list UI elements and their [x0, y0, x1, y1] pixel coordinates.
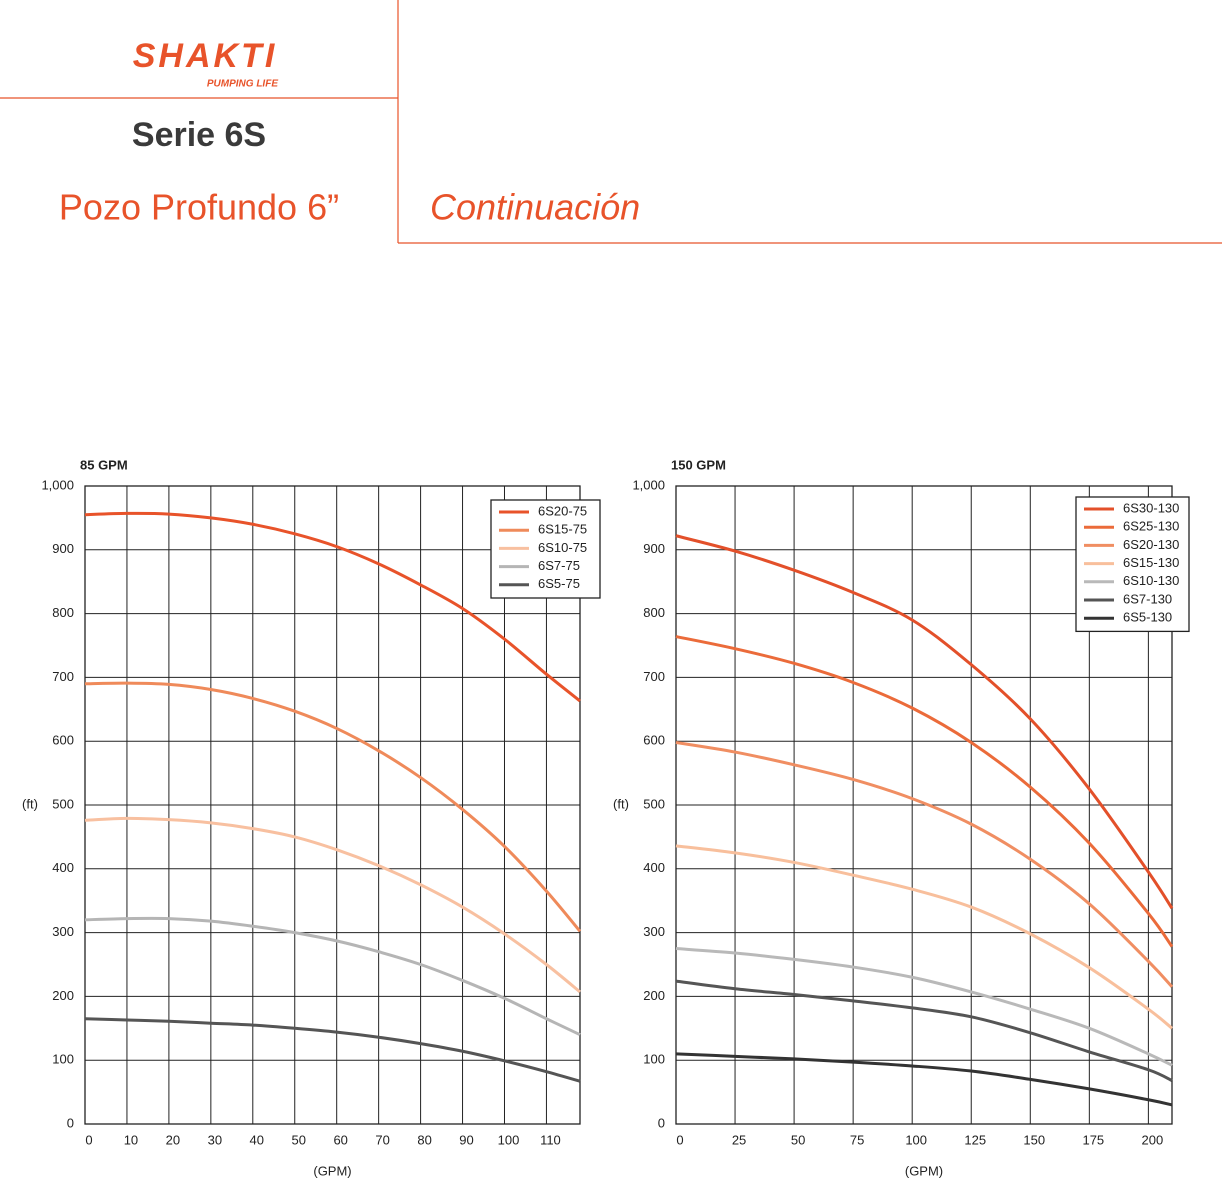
y-tick-label: 200 [52, 988, 74, 1003]
x-tick-label: 70 [375, 1132, 389, 1147]
y-tick-label: 1,000 [41, 477, 74, 492]
y-tick-label: 500 [643, 796, 665, 811]
y-tick-label: 700 [52, 669, 74, 684]
y-axis-label: (ft) [613, 796, 629, 811]
legend-label: 6S5-75 [538, 576, 580, 591]
logo-tagline: PUMPING LIFE [207, 79, 278, 90]
x-tick-label: 0 [85, 1132, 92, 1147]
legend-label: 6S10-75 [538, 540, 587, 555]
curve [675, 740, 1174, 988]
y-tick-label: 800 [643, 605, 665, 620]
y-tick-label: 100 [52, 1052, 74, 1067]
curve [675, 979, 1173, 1082]
x-tick-label: 175 [1082, 1132, 1104, 1147]
curve [84, 916, 581, 1037]
x-tick-label: 150 [1023, 1132, 1045, 1147]
curve [675, 947, 1173, 1067]
plot-frame [675, 485, 1173, 1125]
y-tick-label: 100 [643, 1052, 665, 1067]
chart-title: 150 GPM [671, 457, 726, 472]
curve [84, 681, 582, 933]
plot-frame [84, 485, 581, 1125]
legend-label: 6S5-130 [1123, 610, 1172, 625]
logo: SHAKTI [133, 37, 278, 75]
continuation: Continuación [430, 187, 640, 228]
x-tick-label: 30 [208, 1132, 222, 1147]
curve [675, 635, 1174, 948]
legend-label: 6S20-130 [1123, 537, 1179, 552]
legend-label: 6S15-130 [1123, 555, 1179, 570]
legend-label: 6S15-75 [538, 522, 587, 537]
legend-label: 6S7-130 [1123, 591, 1172, 606]
y-tick-label: 600 [52, 733, 74, 748]
curve [84, 816, 581, 994]
x-tick-label: 20 [166, 1132, 180, 1147]
x-tick-label: 100 [905, 1132, 927, 1147]
y-tick-label: 600 [643, 733, 665, 748]
y-tick-label: 700 [643, 669, 665, 684]
x-tick-label: 50 [292, 1132, 306, 1147]
y-tick-label: 900 [52, 541, 74, 556]
x-tick-label: 75 [850, 1132, 864, 1147]
subtitle: Pozo Profundo 6” [59, 187, 339, 228]
x-tick-label: 40 [250, 1132, 264, 1147]
y-tick-label: 800 [52, 605, 74, 620]
x-tick-label: 10 [124, 1132, 138, 1147]
y-tick-label: 300 [52, 924, 74, 939]
legend-label: 6S20-75 [538, 503, 587, 518]
curve [84, 1017, 581, 1083]
x-tick-label: 80 [417, 1132, 431, 1147]
curve [675, 534, 1174, 910]
y-tick-label: 0 [67, 1115, 74, 1130]
x-axis-label: (GPM) [905, 1163, 943, 1178]
chart-title: 85 GPM [80, 457, 128, 472]
x-tick-label: 90 [459, 1132, 473, 1147]
series-title: Serie 6S [132, 116, 266, 154]
curve [675, 1052, 1173, 1107]
x-tick-label: 125 [964, 1132, 986, 1147]
legend-label: 6S30-130 [1123, 500, 1179, 515]
x-tick-label: 200 [1142, 1132, 1164, 1147]
x-tick-label: 50 [791, 1132, 805, 1147]
x-tick-label: 100 [498, 1132, 520, 1147]
curve [84, 511, 581, 703]
y-tick-label: 0 [658, 1115, 665, 1130]
legend-label: 6S7-75 [538, 558, 580, 573]
y-tick-label: 300 [643, 924, 665, 939]
y-tick-label: 400 [52, 860, 74, 875]
x-tick-label: 60 [333, 1132, 347, 1147]
y-tick-label: 1,000 [632, 477, 665, 492]
x-axis-label: (GPM) [313, 1163, 351, 1178]
x-tick-label: 0 [676, 1132, 683, 1147]
legend-label: 6S25-130 [1123, 519, 1179, 534]
y-tick-label: 900 [643, 541, 665, 556]
legend-label: 6S10-130 [1123, 573, 1179, 588]
y-tick-label: 500 [52, 796, 74, 811]
y-axis-label: (ft) [22, 796, 38, 811]
x-tick-label: 110 [540, 1132, 561, 1147]
y-tick-label: 400 [643, 860, 665, 875]
x-tick-label: 25 [732, 1132, 746, 1147]
curve [675, 844, 1173, 1030]
y-tick-label: 200 [643, 988, 665, 1003]
